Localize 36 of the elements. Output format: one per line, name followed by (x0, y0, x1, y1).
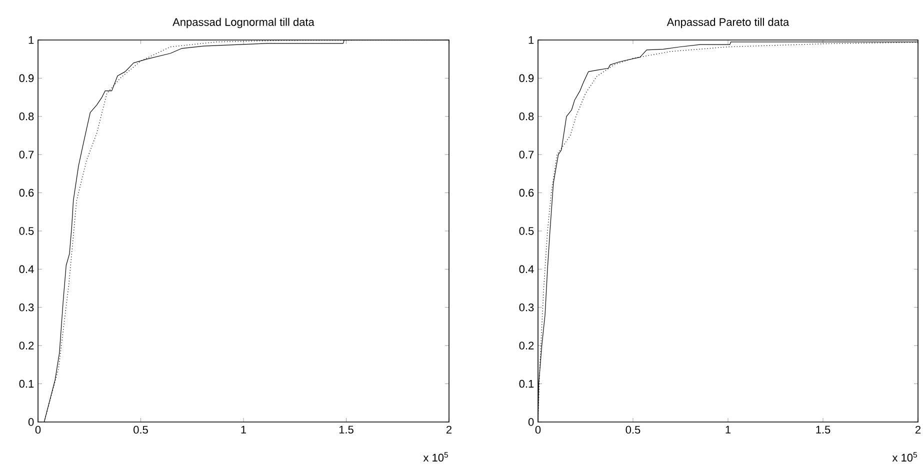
y-tick-label: 0.8 (519, 112, 534, 120)
x-tick-label: 1 (241, 426, 246, 434)
y-tick-label: 0.4 (519, 265, 534, 274)
chart-title: Anpassad Lognormal till data (172, 18, 314, 28)
chart-title: Anpassad Pareto till data (666, 18, 790, 28)
y-tick-label: 0.6 (519, 188, 534, 197)
y-tick-label: 0.9 (19, 74, 34, 82)
text: x 10$^{5}$ (423, 452, 448, 462)
x-tick-label: 0.5 (626, 426, 640, 434)
x-tick-label: 1 (726, 426, 731, 434)
x-tick-label: 0.5 (134, 426, 148, 434)
y-tick-label: 0.6 (19, 188, 34, 197)
y-tick-label: 0.5 (519, 227, 534, 235)
y-tick-label: 0.1 (519, 380, 534, 388)
x-tick-label: 0 (535, 426, 541, 434)
y-tick-label: 0.7 (19, 150, 34, 158)
x-tick-label: 1.5 (339, 426, 354, 434)
y-tick-label: 0.9 (519, 74, 534, 82)
y-tick-label: 0.2 (519, 342, 534, 350)
y-tick-label: 0.5 (19, 227, 34, 235)
x-tick-label: 2 (446, 426, 452, 434)
x-tick-label: 0 (35, 426, 41, 434)
y-tick-label: 0.8 (19, 112, 34, 120)
y-tick-label: 0.3 (19, 304, 34, 312)
y-tick-label: 0.3 (519, 304, 534, 312)
y-tick-label: 0.7 (519, 150, 534, 158)
x-tick-label: 2 (915, 426, 921, 434)
y-tick-label: 0.2 (19, 342, 34, 350)
y-tick-label: 1 (528, 36, 534, 44)
y-tick-label: 0 (528, 418, 534, 426)
y-tick-label: 0.1 (19, 380, 34, 388)
y-tick-label: 0.4 (19, 265, 34, 274)
y-tick-label: 1 (28, 36, 34, 44)
text: x 10$^{5}$ (892, 452, 917, 462)
x-tick-label: 1.5 (816, 426, 830, 434)
y-tick-label: 0 (28, 418, 34, 426)
